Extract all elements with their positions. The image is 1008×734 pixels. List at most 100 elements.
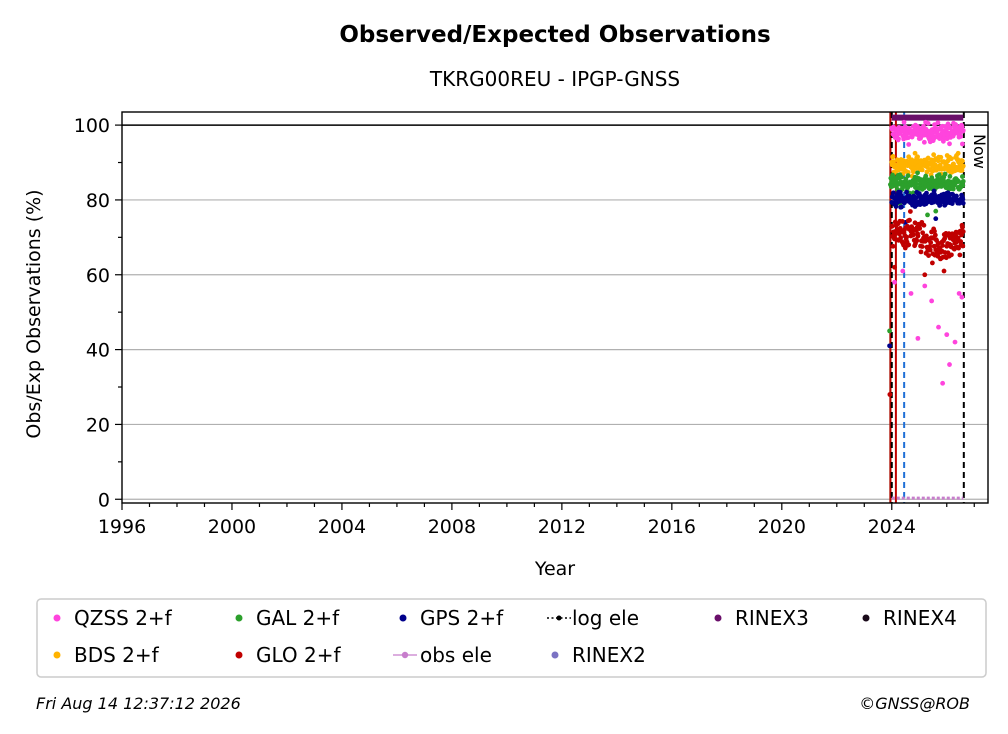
bds-2-f-point [906, 154, 912, 160]
gal-2-f-point [913, 181, 919, 187]
glo-2-f-point [960, 243, 966, 249]
gal-2-f-point [960, 183, 966, 188]
legend-marker [235, 651, 243, 659]
glo-2-f-point [949, 252, 954, 258]
legend-marker [556, 615, 562, 621]
legend-marker [401, 651, 409, 659]
qzss-2-f-point [896, 136, 901, 142]
x-tick-label: 2020 [758, 516, 806, 538]
gps-2-f-point [954, 193, 959, 199]
legend-box [36, 598, 987, 678]
bds-2-f-point [959, 168, 965, 173]
glo-2-f-point [922, 272, 928, 278]
glo-2-f-point [927, 247, 933, 253]
y-tick-label: 80 [86, 190, 110, 212]
qzss-2-f-point [900, 268, 906, 274]
glo-2-f-point [892, 264, 897, 270]
glo-2-f-point [898, 235, 904, 241]
qzss-2-f-point [905, 135, 911, 141]
legend-label: GLO 2+f [256, 643, 342, 667]
qzss-2-f-point [959, 124, 965, 130]
glo-2-f-point [957, 252, 963, 258]
gps-2-f-point [946, 195, 952, 201]
gps-2-f-point [887, 343, 892, 349]
bds-2-f-point [891, 159, 896, 165]
x-tick-label: 1996 [98, 516, 146, 538]
glo-2-f-point [918, 249, 924, 255]
bds-2-f-point [912, 150, 918, 156]
qzss-2-f-point [960, 141, 965, 147]
glo-2-f-point [960, 224, 965, 230]
qzss-2-f-point [922, 283, 928, 289]
legend-marker [551, 651, 559, 659]
gal-2-f-point [905, 173, 911, 179]
gal-2-f-point [887, 328, 892, 334]
y-tick-label: 60 [86, 265, 110, 287]
qzss-2-f-point [956, 291, 962, 296]
x-tick-label: 2008 [428, 516, 476, 538]
legend-label: RINEX4 [883, 606, 957, 630]
y-tick-label: 0 [98, 489, 110, 511]
now-label: Now [970, 134, 989, 169]
y-tick-label: 100 [74, 115, 110, 137]
chart-subtitle: TKRG00REU - IPGP-GNSS [429, 67, 680, 91]
qzss-2-f-point [958, 133, 964, 139]
bds-2-f-point [960, 158, 965, 164]
qzss-2-f-point [940, 380, 946, 386]
qzss-2-f-point [929, 298, 935, 304]
glo-2-f-point [932, 228, 937, 234]
bds-2-f-point [931, 152, 937, 158]
qzss-2-f-point [906, 142, 912, 147]
glo-2-f-point [910, 232, 916, 238]
glo-2-f-point [904, 234, 909, 240]
gps-2-f-point [933, 216, 939, 222]
qzss-2-f-point [935, 120, 941, 126]
qzss-2-f-point [921, 139, 927, 145]
legend-label: BDS 2+f [74, 643, 160, 667]
x-tick-label: 2012 [538, 516, 586, 538]
gps-2-f-point [960, 200, 966, 206]
glo-2-f-point [917, 226, 923, 231]
glo-2-f-point [940, 243, 945, 248]
gps-2-f-point [891, 190, 896, 196]
legend-marker [53, 651, 61, 659]
gps-2-f-point [930, 199, 936, 205]
gps-2-f-point [893, 204, 899, 209]
gps-2-f-point [960, 196, 966, 202]
gal-2-f-point [925, 212, 930, 218]
legend-label: GPS 2+f [420, 606, 504, 630]
gal-2-f-point [923, 173, 929, 179]
glo-2-f-point [915, 233, 921, 239]
legend-label: log ele [572, 606, 639, 630]
footer-credit: ©GNSS@ROB [859, 694, 970, 713]
qzss-2-f-point [915, 335, 921, 341]
x-tick-label: 2016 [648, 516, 696, 538]
gps-2-f-point [904, 189, 909, 195]
gal-2-f-point [899, 174, 905, 180]
qzss-2-f-point [936, 324, 941, 330]
gal-2-f-point [933, 208, 939, 214]
bds-2-f-point [949, 156, 954, 162]
glo-2-f-point [926, 253, 931, 258]
qzss-2-f-point [925, 121, 931, 126]
legend-marker [714, 614, 722, 622]
qzss-2-f-point [947, 362, 952, 367]
legend-label: obs ele [420, 643, 492, 667]
glo-2-f-point [941, 268, 947, 274]
glo-2-f-point [928, 240, 934, 245]
legend-marker [862, 614, 870, 622]
gal-2-f-point [936, 172, 942, 177]
glo-2-f-point [956, 245, 962, 251]
glo-2-f-point [887, 392, 893, 397]
gal-2-f-point [950, 186, 956, 192]
legend-label: GAL 2+f [256, 606, 340, 630]
qzss-2-f-point [947, 141, 952, 147]
bds-2-f-point [938, 154, 944, 160]
qzss-2-f-point [901, 119, 907, 125]
legend-marker [53, 614, 61, 622]
glo-2-f-point [955, 235, 961, 241]
glo-2-f-point [932, 232, 938, 238]
legend-marker [235, 614, 243, 622]
glo-2-f-point [929, 260, 935, 266]
glo-2-f-point [960, 229, 966, 234]
